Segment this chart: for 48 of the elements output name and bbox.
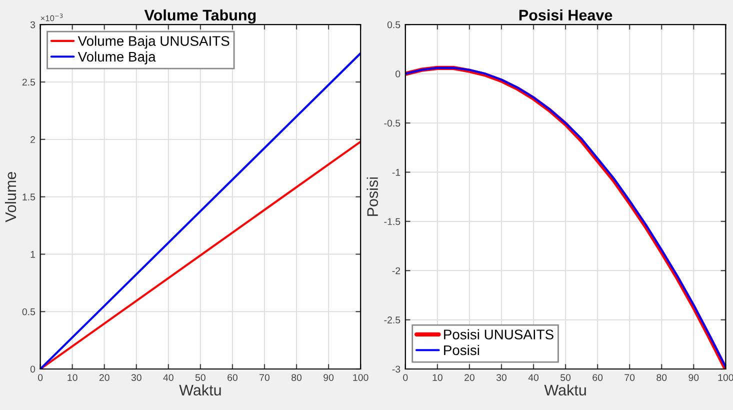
x-tick-label: 60 [592,374,603,381]
x-tick-label: 0 [38,374,43,381]
x-tick-label: 100 [718,374,733,381]
y-tick-label: 0 [30,366,36,373]
x-tick-label: 50 [560,374,571,381]
x-tick-label: 40 [163,374,174,381]
y-tick-label: -1 [392,169,400,176]
y-tick-label: 2.5 [22,78,36,86]
y-tick-label: -1.5 [384,218,400,226]
y-tick-label: 0.5 [387,21,400,28]
legend-label: Posisi [444,344,480,356]
text: ×10$^{−3}$ [40,14,63,22]
y-axis-title: Posisi [366,177,378,216]
x-tick-label: 70 [624,374,635,381]
legend-label: Volume Baja [78,51,156,64]
x-tick-label: 90 [324,374,334,381]
x-axis-title: Waktu [544,384,586,396]
x-tick-label: 80 [656,374,667,381]
y-tick-label: -3 [392,366,400,373]
x-tick-label: 30 [496,374,507,381]
x-tick-label: 20 [99,374,110,381]
x-tick-label: 100 [353,374,368,381]
x-tick-label: 10 [68,374,78,381]
x-tick-label: 20 [464,374,474,381]
x-tick-label: 0 [403,374,408,381]
y-tick-label: 1.5 [22,194,36,200]
legend-label: Volume Baja UNUSAITS [78,36,230,49]
y-tick-label: -0.5 [384,120,400,127]
y-tick-label: -2 [392,267,400,274]
chart-title: Posisi Heave [519,9,612,21]
x-axis-title: Waktu [179,384,221,396]
x-tick-label: 60 [228,374,238,381]
legend-label: Posisi UNUSAITS [444,329,554,340]
y-tick-label: 0 [396,70,400,78]
x-tick-label: 80 [292,374,302,381]
y-tick-label: 1 [30,251,35,258]
y-tick-label: 2 [30,136,35,143]
x-tick-label: 40 [528,374,539,381]
chart-title: Volume Tabung [144,9,256,24]
x-tick-label: 90 [688,374,699,381]
y-axis-title: Volume [4,172,16,222]
x-tick-label: 30 [131,374,142,381]
x-tick-label: 10 [432,374,442,381]
x-tick-label: 50 [195,374,206,381]
y-tick-label: -2.5 [384,316,400,324]
y-tick-label: 0.5 [22,308,36,316]
y-tick-label: 3 [30,21,36,28]
x-tick-label: 70 [260,374,270,381]
